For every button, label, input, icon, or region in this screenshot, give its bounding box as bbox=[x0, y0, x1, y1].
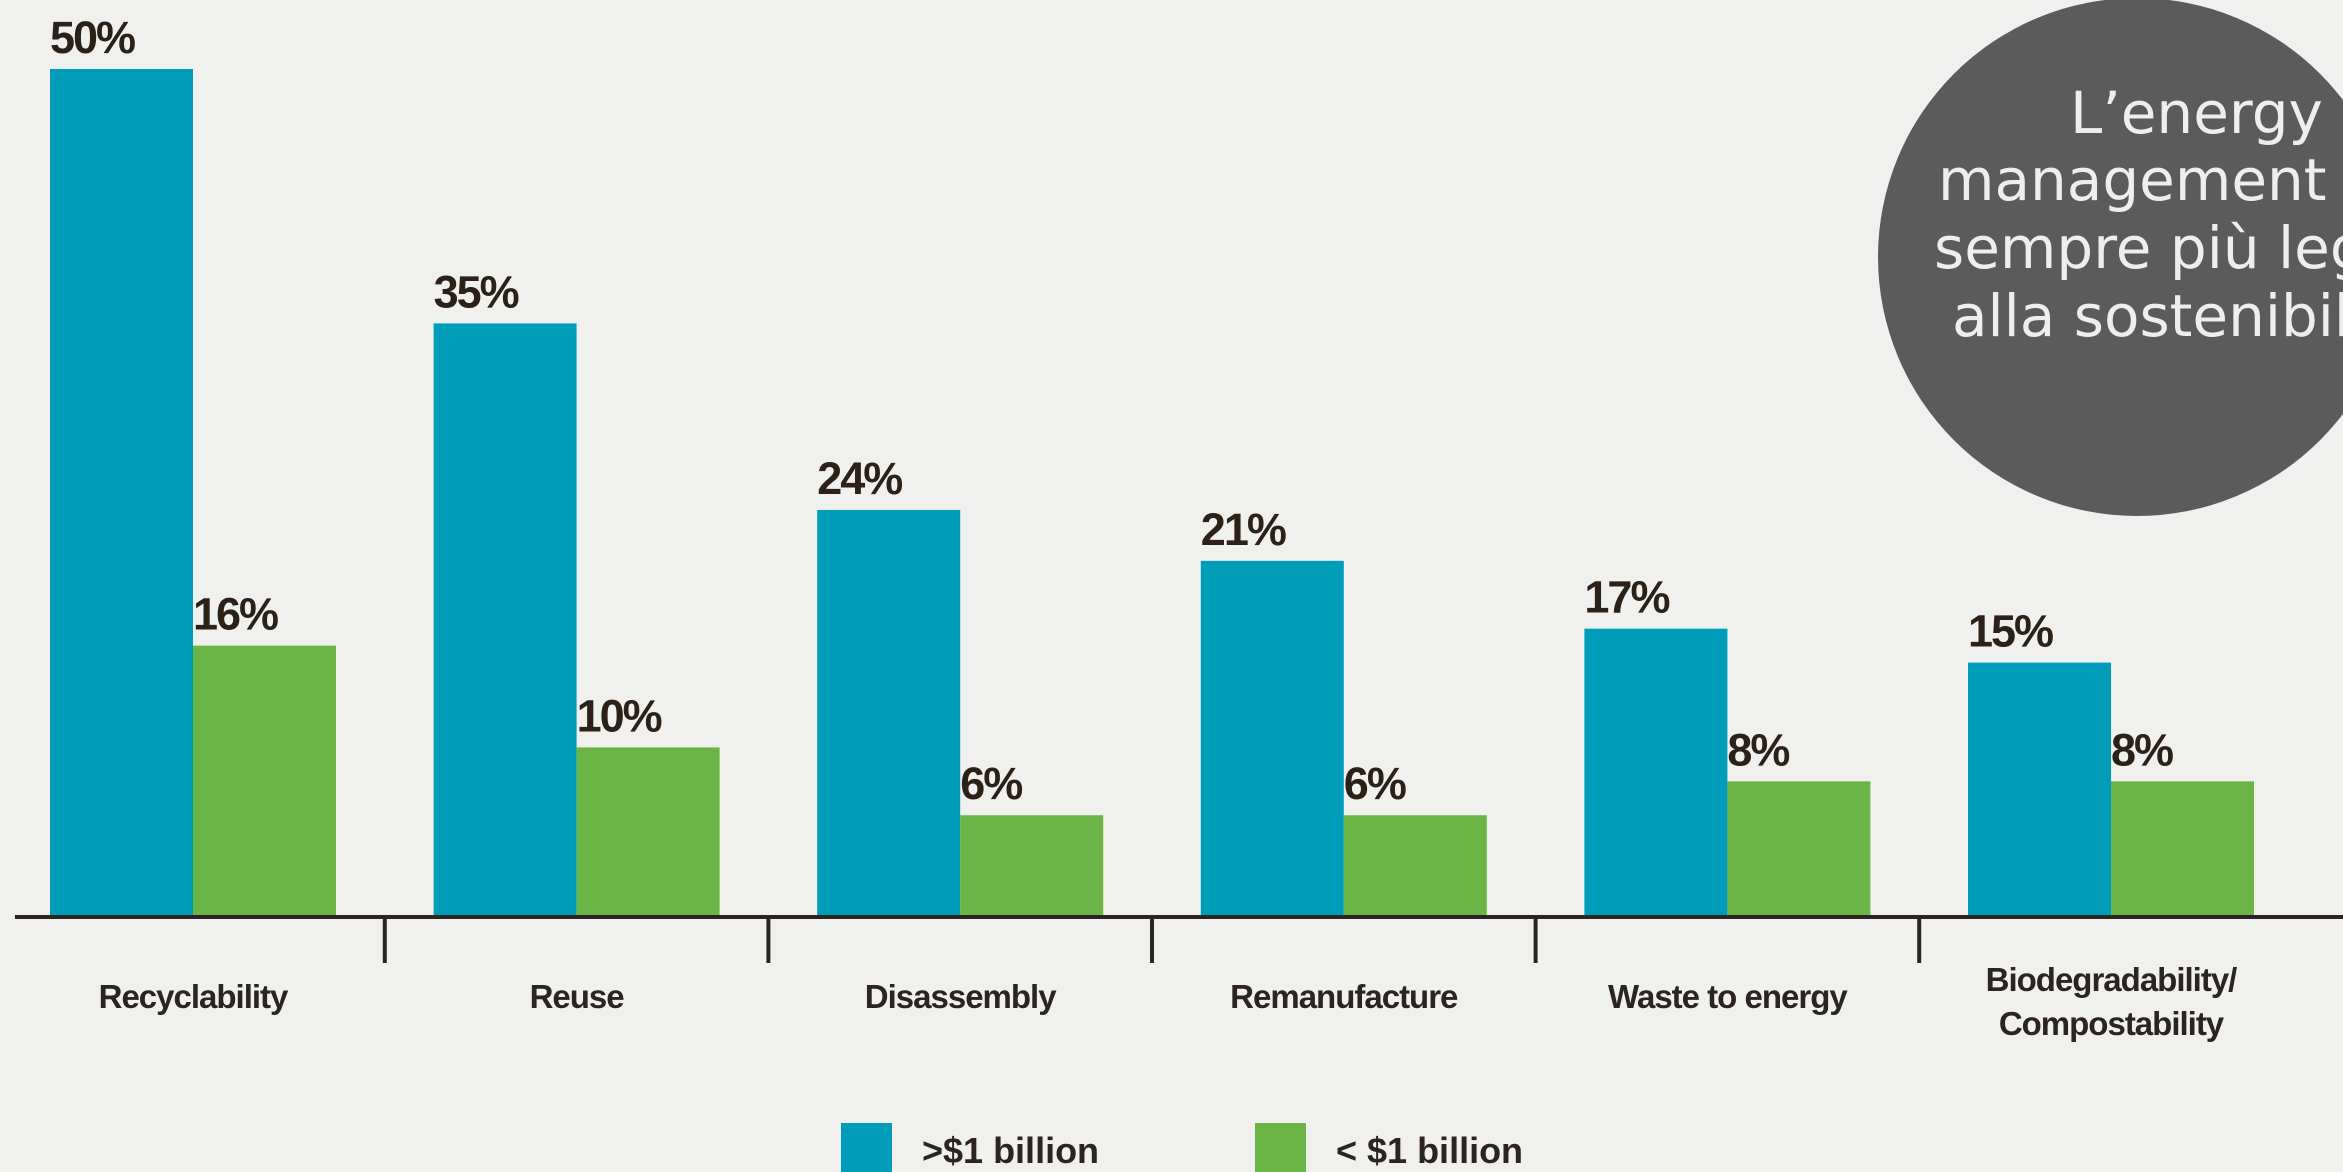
x-tick-label: Disassembly bbox=[864, 978, 1057, 1015]
bar bbox=[1343, 815, 1487, 917]
bar bbox=[1584, 628, 1728, 917]
overlay-text: sempre più leg bbox=[1934, 214, 2343, 282]
bar bbox=[960, 815, 1104, 917]
value-label: 24% bbox=[817, 453, 902, 504]
value-label: 21% bbox=[1201, 504, 1286, 555]
bar bbox=[1727, 781, 1871, 917]
x-tick-label: Recyclability bbox=[98, 978, 289, 1015]
x-tick-label: Biodegradability/ Compostability bbox=[1985, 961, 2238, 1042]
legend-swatch bbox=[841, 1123, 892, 1172]
bar bbox=[1968, 662, 2111, 917]
overlay-circle bbox=[1878, 0, 2343, 516]
bar bbox=[2111, 781, 2254, 917]
bar bbox=[50, 69, 193, 917]
x-tick-label: Waste to energy bbox=[1608, 978, 1848, 1015]
bar bbox=[193, 645, 336, 917]
overlay-text: L’energy bbox=[2070, 79, 2323, 147]
overlay-text: management s bbox=[1938, 146, 2343, 214]
value-label: 50% bbox=[50, 12, 135, 63]
bar bbox=[817, 509, 961, 917]
value-label: 6% bbox=[960, 758, 1022, 809]
value-label: 15% bbox=[1968, 606, 2053, 657]
bar bbox=[576, 747, 720, 917]
legend-label: >$1 billion bbox=[922, 1130, 1099, 1171]
x-tick-label: Reuse bbox=[529, 978, 625, 1015]
value-label: 10% bbox=[577, 690, 662, 741]
legend-label: < $1 billion bbox=[1336, 1130, 1523, 1171]
legend-swatch bbox=[1255, 1123, 1306, 1172]
value-label: 16% bbox=[193, 589, 278, 640]
value-label: 35% bbox=[434, 266, 519, 317]
value-label: 17% bbox=[1584, 572, 1669, 623]
bar bbox=[1200, 560, 1344, 917]
value-label: 6% bbox=[1344, 758, 1406, 809]
overlay-text: alla sostenibil bbox=[1952, 282, 2343, 350]
value-label: 8% bbox=[2111, 724, 2173, 775]
value-label: 8% bbox=[1727, 724, 1789, 775]
bar bbox=[433, 323, 577, 917]
x-tick-label: Remanufacture bbox=[1230, 978, 1458, 1015]
